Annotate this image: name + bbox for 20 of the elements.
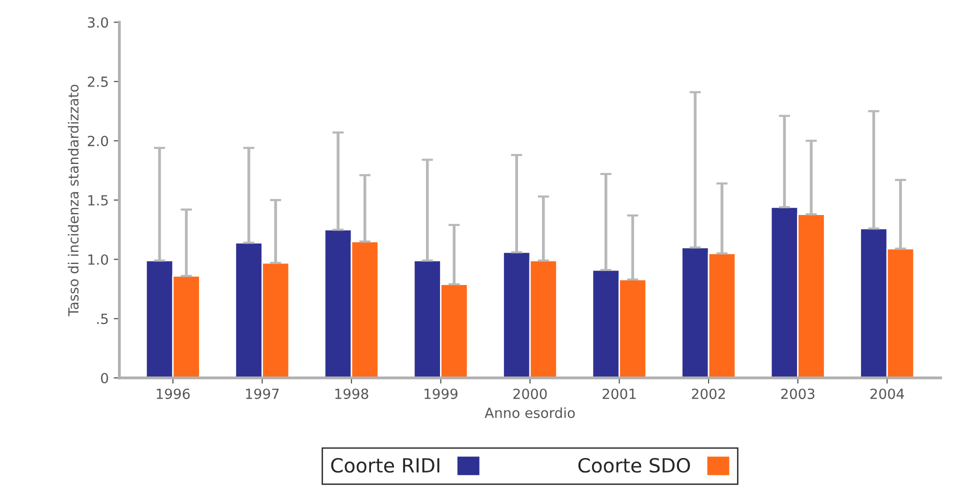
x-tick-label: 1998 <box>335 388 368 400</box>
x-tick-label: 2002 <box>692 388 725 400</box>
y-tick-label: .5 <box>97 314 108 324</box>
x-tick-label: 2004 <box>870 388 904 400</box>
y-tick-label: 2.5 <box>88 76 108 87</box>
y-tick-label: 1.0 <box>88 254 108 265</box>
x-tick-label: 2001 <box>602 388 636 400</box>
x-tick-label: 2003 <box>781 388 814 400</box>
x-axis-title: Anno esordio <box>484 407 575 418</box>
x-tick-label: 1999 <box>424 388 458 400</box>
y-axis-title: Tasso di incidenza standardizzato <box>68 84 79 316</box>
x-tick-label: 1997 <box>246 388 279 400</box>
x-tick-label: 1996 <box>156 388 190 400</box>
legend-label: Coorte RIDI <box>331 458 440 473</box>
legend-label: Coorte SDO <box>578 458 690 473</box>
y-tick-label: 1.5 <box>88 195 108 206</box>
y-tick-label: 0 <box>101 372 108 384</box>
y-tick-label: 3.0 <box>88 17 108 28</box>
x-tick-label: 2000 <box>513 388 547 400</box>
y-tick-label: 2.0 <box>88 136 108 146</box>
